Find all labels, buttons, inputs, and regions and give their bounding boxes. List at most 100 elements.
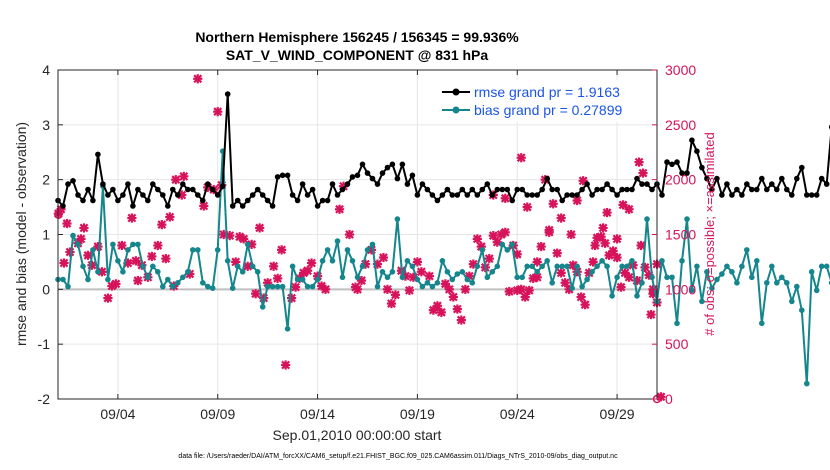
chart-title-line2: SAT_V_WIND_COMPONENT @ 831 hPa [226, 47, 489, 63]
bias-point [804, 380, 810, 387]
bias-point [599, 258, 605, 264]
rmse-point [539, 186, 545, 193]
bias-point [309, 283, 316, 290]
rmse-point [494, 186, 501, 193]
bias-point [185, 269, 191, 275]
rmse-point [299, 181, 306, 187]
obs-assimilated-point [59, 258, 69, 268]
bias-point [489, 269, 496, 275]
bias-point [429, 283, 436, 290]
obs-assimilated-point [516, 284, 526, 294]
bias-point [180, 274, 186, 281]
rmse-point [279, 172, 286, 179]
rmse-point [384, 164, 391, 171]
rmse-point [324, 197, 331, 204]
rmse-point [294, 197, 301, 204]
obs-assimilated-point [378, 252, 389, 263]
bias-point [679, 258, 685, 264]
bias-point [329, 258, 336, 264]
rmse-point [629, 186, 635, 193]
rmse-point [684, 170, 690, 176]
bias-point [115, 258, 121, 264]
y-tick-label-left: 2 [42, 172, 50, 188]
rmse-point [689, 137, 695, 143]
obs-assimilated-point [291, 282, 301, 292]
bias-point [724, 263, 730, 270]
bias-point [634, 293, 640, 299]
bias-point [359, 263, 366, 270]
bias-point [539, 263, 545, 270]
bias-point [195, 247, 201, 253]
bias-point [249, 263, 256, 270]
bias-point [259, 304, 266, 310]
rmse-point [344, 181, 351, 187]
rmse-point [354, 172, 361, 179]
obs-assimilated-point [634, 157, 644, 167]
obs-assimilated-point [243, 261, 253, 271]
bias-series [55, 148, 830, 387]
obs-assimilated-point [277, 245, 287, 255]
bias-point [784, 280, 790, 286]
bias-point [749, 274, 755, 281]
rmse-point [115, 197, 121, 204]
bias-point [374, 283, 381, 290]
bias-point [509, 241, 515, 248]
rmse-point [454, 192, 461, 198]
y-tick-label-right: 2000 [665, 172, 696, 188]
obs-assimilated-point [416, 267, 426, 277]
legend: rmse grand pr = 1.9163 bias grand pr = 0… [437, 80, 649, 122]
rmse-point [205, 181, 211, 187]
rmse-point [679, 170, 685, 176]
rmse-point [60, 203, 66, 209]
rmse-point [724, 181, 730, 187]
x-tick-label: 09/09 [200, 406, 235, 422]
bias-point [150, 263, 156, 270]
bias-point [514, 274, 520, 281]
rmse-point [589, 192, 595, 198]
x-axis-label: Sep.01,2010 00:00:00 start [273, 427, 442, 443]
obs-assimilated-point [133, 275, 143, 286]
obs-assimilated-point [269, 261, 279, 271]
obs-assimilated-point [548, 199, 558, 209]
rmse-point [709, 186, 715, 193]
rmse-point [234, 197, 241, 204]
bias-point [244, 241, 251, 248]
bias-point [234, 263, 241, 270]
bias-point [130, 241, 136, 248]
bias-point [469, 280, 476, 286]
obs-assimilated-point [302, 266, 313, 276]
rmse-point [759, 175, 765, 182]
y-tick-label-right: 0 [665, 391, 673, 407]
bias-point [224, 258, 231, 264]
rmse-point [479, 186, 486, 193]
bias-point [609, 293, 615, 299]
bias-point [175, 280, 181, 286]
rmse-point [534, 192, 540, 198]
bias-point [190, 247, 196, 253]
obs-assimilated-point [576, 292, 586, 302]
obs-assimilated-point [520, 292, 530, 302]
rmse-point [699, 164, 705, 171]
rmse-point [254, 186, 261, 193]
obs-assimilated-point [500, 227, 510, 237]
obs-assimilated-point [251, 289, 261, 299]
legend-bias-label: bias grand pr = 0.27899 [474, 102, 622, 118]
bias-point [614, 274, 620, 281]
y-tick-label-right: 500 [665, 336, 689, 352]
rmse-point [200, 197, 206, 204]
rmse-point [569, 192, 575, 198]
rmse-point [180, 181, 186, 187]
bias-point [170, 283, 176, 290]
y-axis-label-left: rmse and bias (model - observation) [13, 122, 29, 346]
obs-assimilated-point [522, 202, 532, 212]
rmse-point [85, 186, 91, 193]
obs-assimilated-point [117, 240, 127, 251]
obs-assimilated-point [157, 220, 167, 230]
bias-point [449, 276, 456, 283]
obs-assimilated-point [532, 257, 542, 267]
rmse-point [155, 186, 161, 193]
obs-assimilated-point [544, 225, 554, 235]
legend-box [437, 80, 649, 122]
obs-assimilated-point [602, 207, 612, 218]
bias-point [269, 283, 276, 290]
